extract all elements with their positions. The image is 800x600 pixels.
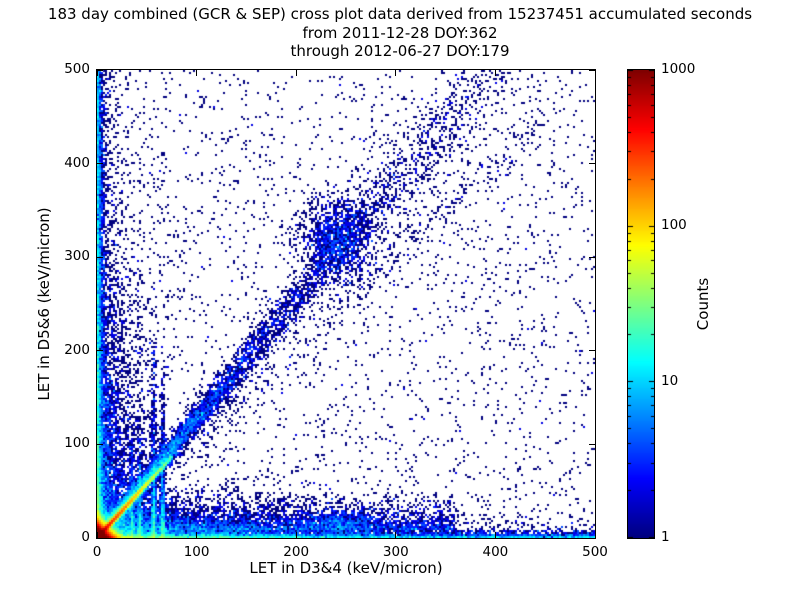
- colorbar-tick-label: 10: [661, 373, 679, 389]
- x-axis-label: LET in D3&4 (keV/micron): [249, 559, 443, 577]
- x-tick-mark: [594, 532, 596, 538]
- y-tick-mark-right: [589, 69, 595, 71]
- x-tick-mark-top: [196, 70, 198, 76]
- chart-subtitle-through: through 2012-06-27 DOY:179: [290, 42, 510, 60]
- y-tick-mark-right: [589, 256, 595, 258]
- colorbar-tick-label: 1: [661, 529, 670, 545]
- y-tick-mark: [97, 69, 103, 71]
- y-tick-mark-right: [589, 163, 595, 165]
- x-tick-mark: [196, 532, 198, 538]
- x-tick-mark: [494, 532, 496, 538]
- x-tick-label: 100: [183, 544, 210, 560]
- x-tick-label: 0: [92, 544, 102, 560]
- x-tick-mark-top: [96, 70, 98, 76]
- y-tick-label: 300: [64, 248, 90, 265]
- x-tick-mark: [395, 532, 397, 538]
- chart-subtitle-from: from 2011-12-28 DOY:362: [302, 24, 498, 42]
- y-tick-mark-right: [589, 443, 595, 445]
- y-tick-mark-right: [589, 537, 595, 539]
- x-tick-mark-top: [494, 70, 496, 76]
- y-axis-label: LET in D5&6 (keV/micron): [35, 207, 53, 401]
- x-tick-mark-top: [295, 70, 297, 76]
- y-tick-label: 400: [64, 154, 90, 171]
- y-tick-mark: [97, 256, 103, 258]
- x-tick-label: 400: [482, 544, 509, 560]
- x-tick-label: 200: [283, 544, 310, 560]
- colorbar-canvas: [628, 70, 654, 538]
- y-tick-mark: [97, 443, 103, 445]
- colorbar-tick-label: 1000: [661, 61, 696, 77]
- colorbar-label: Counts: [694, 277, 712, 331]
- y-tick-label: 200: [64, 341, 90, 358]
- y-tick-label: 100: [64, 435, 90, 452]
- x-tick-mark: [96, 532, 98, 538]
- x-tick-label: 300: [382, 544, 409, 560]
- y-tick-mark: [97, 350, 103, 352]
- x-tick-mark-top: [594, 70, 596, 76]
- colorbar-tick-label: 100: [661, 217, 687, 233]
- x-tick-label: 500: [582, 544, 608, 560]
- y-tick-mark-right: [589, 350, 595, 352]
- y-tick-mark: [97, 537, 103, 539]
- y-tick-label: 500: [64, 61, 90, 77]
- y-tick-label: 0: [81, 529, 90, 545]
- y-tick-mark: [97, 163, 103, 165]
- scatter-density-canvas: [97, 70, 595, 538]
- chart-title: 183 day combined (GCR & SEP) cross plot …: [47, 5, 753, 23]
- x-tick-mark: [295, 532, 297, 538]
- x-tick-mark-top: [395, 70, 397, 76]
